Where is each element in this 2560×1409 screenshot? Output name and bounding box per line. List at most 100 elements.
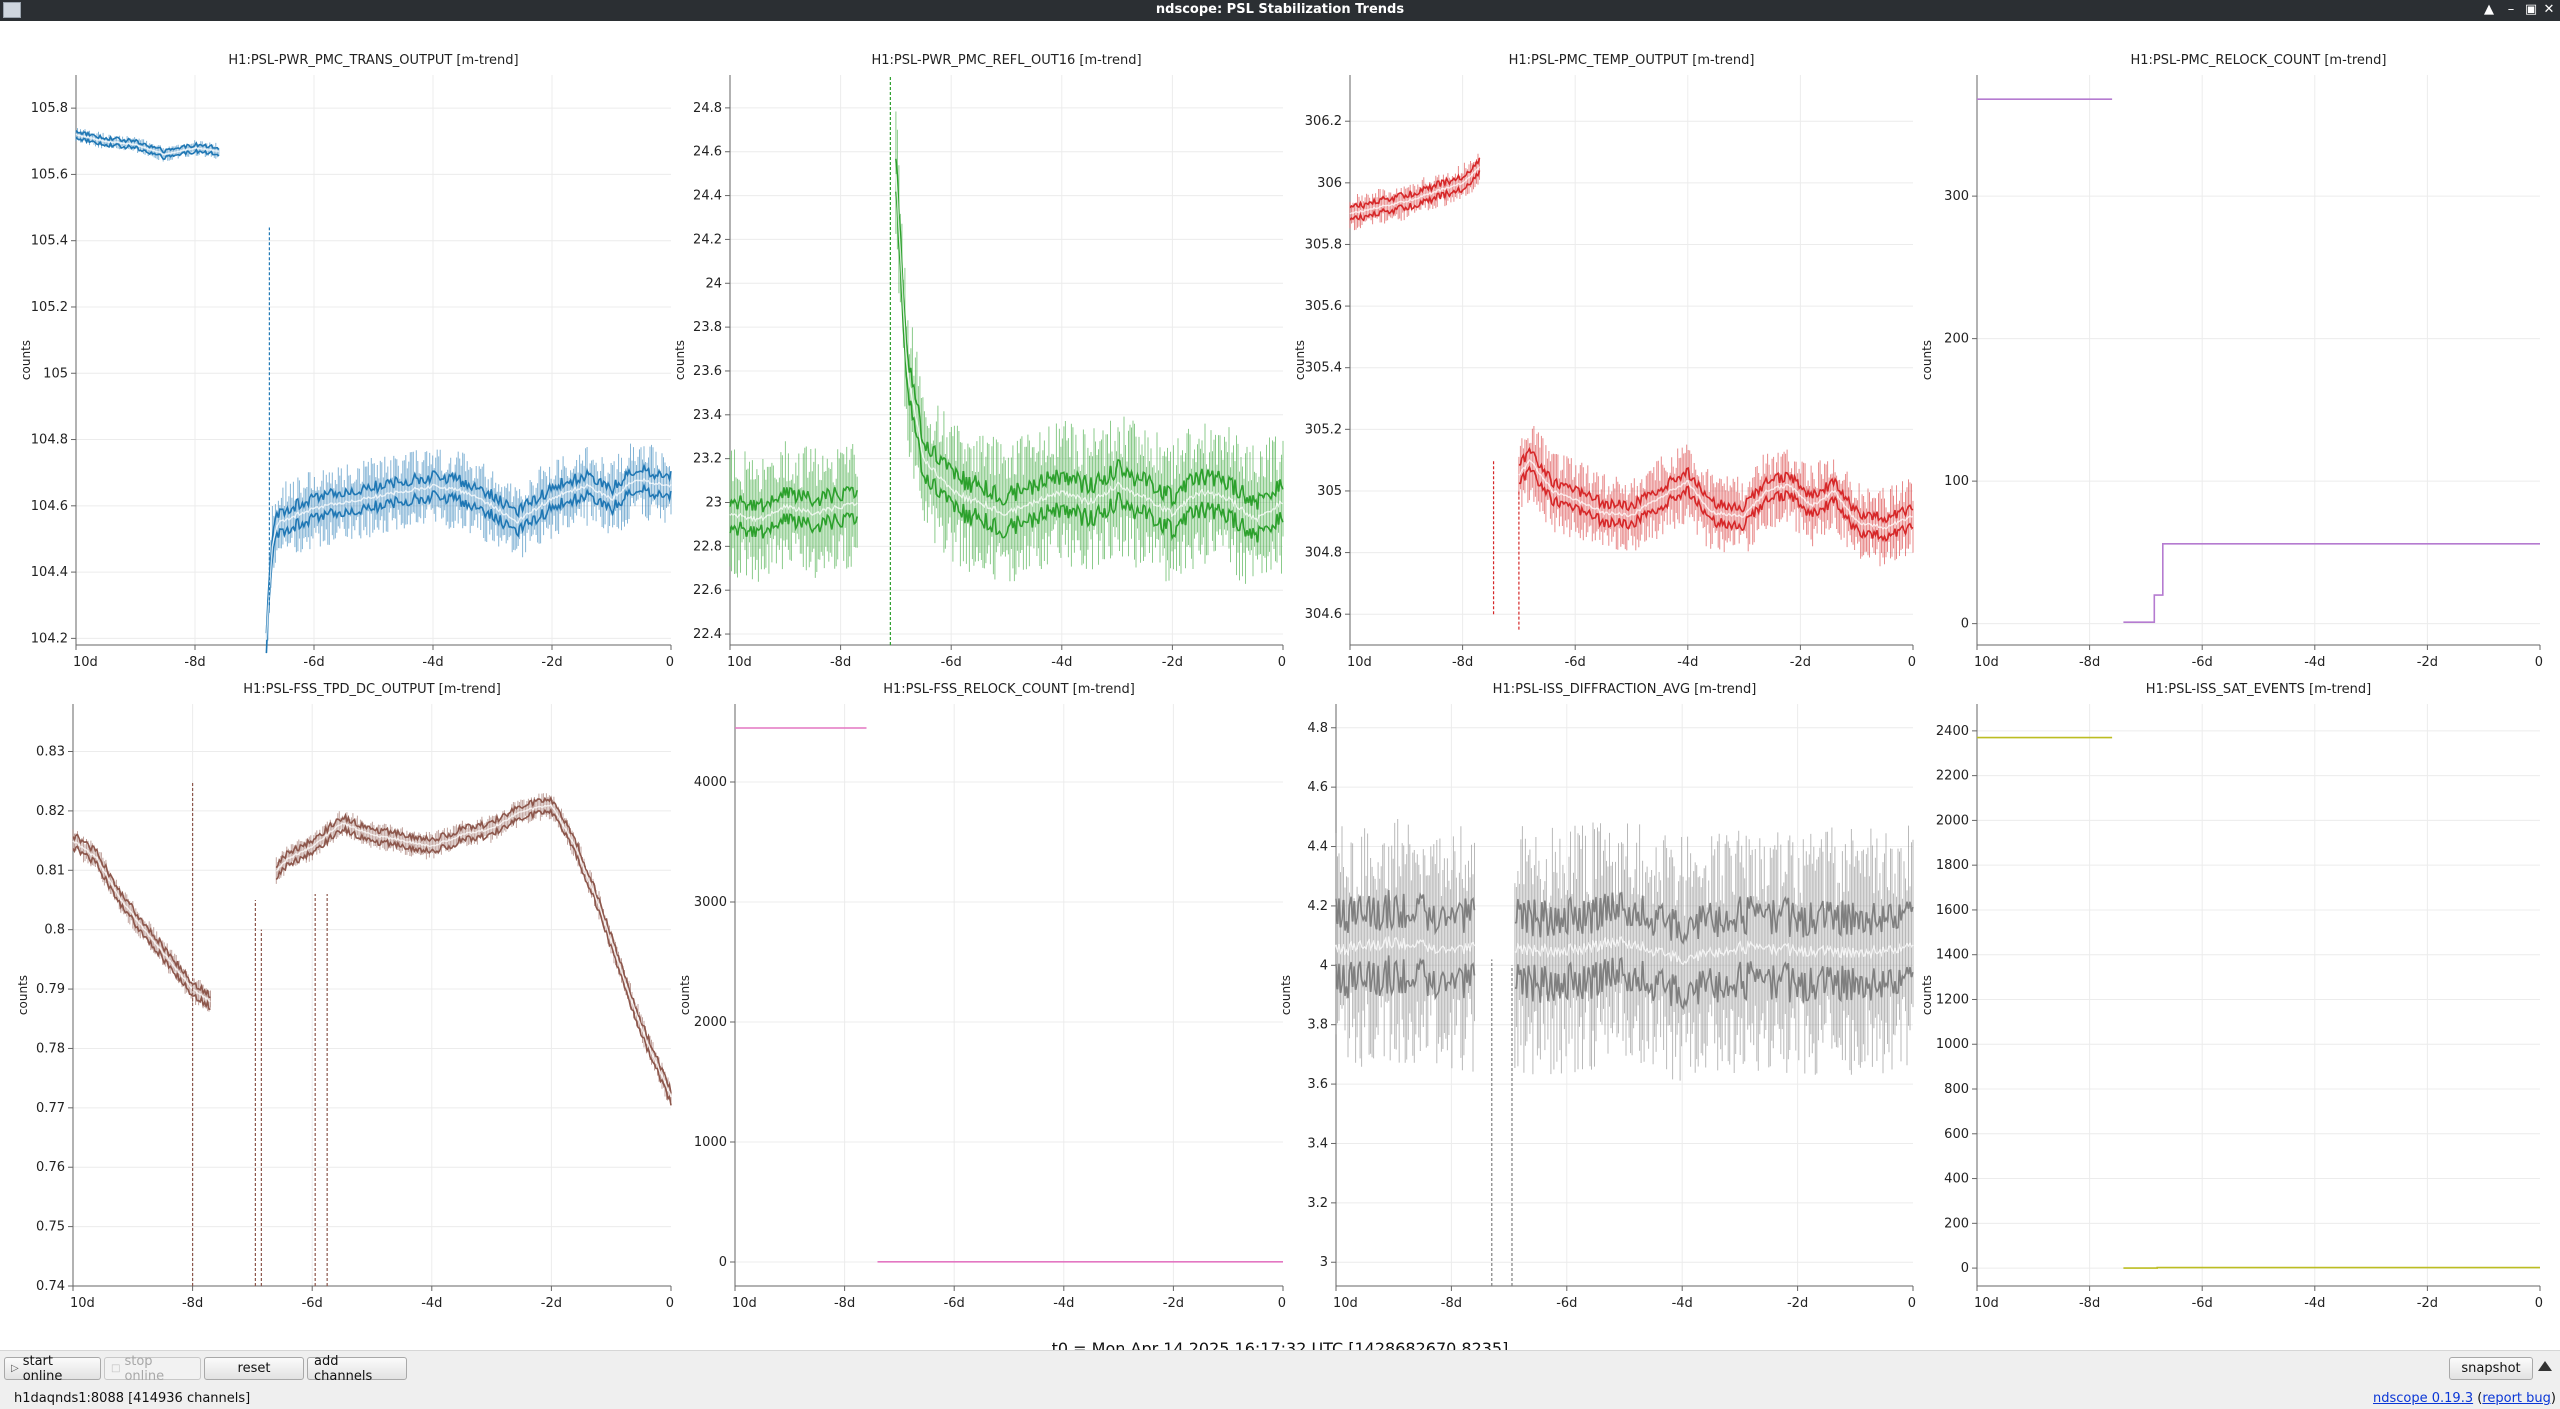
y-tick-label: 3.6 xyxy=(1307,1077,1328,1092)
series-minmax-envelope xyxy=(265,443,672,654)
x-tick-label: -6d xyxy=(941,655,962,670)
y-tick-label: 0.76 xyxy=(36,1160,65,1175)
series-min-line xyxy=(1335,955,1476,1001)
y-tick-label: 305.4 xyxy=(1305,361,1342,376)
y-tick-label: 4000 xyxy=(694,775,727,790)
y-tick-label: 4 xyxy=(1320,958,1328,973)
x-tick-label: -2d xyxy=(1787,1296,1808,1311)
y-tick-label: 22.8 xyxy=(693,539,722,554)
x-tick-label: -4d xyxy=(2304,655,2325,670)
x-tick-label: 10d xyxy=(1333,1296,1358,1311)
y-tick-label: 0.77 xyxy=(36,1101,65,1116)
y-tick-label: 104.4 xyxy=(31,565,68,580)
x-tick-label: 10d xyxy=(727,655,752,670)
x-tick-label: -2d xyxy=(1790,655,1811,670)
series-mean-line xyxy=(72,840,211,1003)
y-axis-label: counts xyxy=(678,975,692,1015)
y-tick-label: 200 xyxy=(1944,1216,1969,1231)
y-tick-label: 104.2 xyxy=(31,631,68,646)
y-tick-label: 800 xyxy=(1944,1082,1969,1097)
y-tick-label: 0.78 xyxy=(36,1041,65,1056)
series-mean-line xyxy=(1518,459,1914,530)
y-tick-label: 24 xyxy=(705,276,722,291)
series-max-line xyxy=(72,833,211,999)
y-tick-label: 105.2 xyxy=(31,300,68,315)
y-tick-label: 0.75 xyxy=(36,1220,65,1235)
x-tick-label: -2d xyxy=(541,1296,562,1311)
y-tick-label: 105.8 xyxy=(31,101,68,116)
x-tick-label: -2d xyxy=(541,655,562,670)
y-tick-label: 305.8 xyxy=(1305,237,1342,252)
x-tick-label: -6d xyxy=(302,1296,323,1311)
ndscope-version-link[interactable]: ndscope 0.19.3 xyxy=(2373,1391,2474,1406)
series-min-line xyxy=(1514,957,1914,1011)
y-tick-label: 1400 xyxy=(1936,948,1969,963)
series-step-line xyxy=(2123,542,2540,624)
start-online-label: start online xyxy=(22,1353,63,1384)
y-tick-label: 23.4 xyxy=(693,408,722,423)
x-tick-label: -4d xyxy=(422,655,443,670)
y-tick-label: 24.2 xyxy=(693,232,722,247)
y-tick-label: 0.74 xyxy=(36,1279,65,1294)
series-mean-line xyxy=(895,174,1284,523)
play-icon: ▷ xyxy=(11,1363,19,1374)
x-tick-label: 0 xyxy=(1908,1296,1916,1311)
y-tick-label: 3.2 xyxy=(1307,1196,1328,1211)
series-max-line xyxy=(265,462,672,634)
series-mean-line xyxy=(265,478,672,640)
y-axis-label: counts xyxy=(1279,975,1293,1015)
y-tick-label: 105.4 xyxy=(31,234,68,249)
y-tick-label: 24.8 xyxy=(693,101,722,116)
x-tick-label: -4d xyxy=(2304,1296,2325,1311)
maximize-icon[interactable]: ▣ xyxy=(2524,2,2538,17)
x-tick-label: 10d xyxy=(1974,655,1999,670)
series-minmax-envelope xyxy=(729,441,858,582)
series-mean-line xyxy=(729,502,858,523)
series-max-line xyxy=(1349,157,1481,210)
y-tick-label: 105 xyxy=(43,366,68,381)
x-tick-label: -2d xyxy=(2417,1296,2438,1311)
y-tick-label: 2000 xyxy=(694,1015,727,1030)
plot-grid: H1:PSL-PWR_PMC_TRANS_OUTPUT [m-trend] 104… xyxy=(0,21,2560,1358)
x-tick-label: -2d xyxy=(1163,1296,1184,1311)
y-tick-label: 305 xyxy=(1317,484,1342,499)
y-tick-label: 3000 xyxy=(694,895,727,910)
x-tick-label: -6d xyxy=(2192,1296,2213,1311)
y-tick-label: 0.8 xyxy=(44,923,65,938)
x-tick-label: -4d xyxy=(1053,1296,1074,1311)
close-icon[interactable]: ✕ xyxy=(2543,2,2555,17)
y-axis-label: counts xyxy=(673,340,687,380)
y-tick-label: 4.6 xyxy=(1307,780,1328,795)
expand-panel-icon[interactable] xyxy=(2538,1361,2552,1371)
add-channels-button[interactable]: add channels xyxy=(307,1354,407,1384)
y-tick-label: 23.8 xyxy=(693,320,722,335)
y-tick-label: 1000 xyxy=(1936,1037,1969,1052)
y-tick-label: 304.8 xyxy=(1305,546,1342,561)
reset-button[interactable]: reset xyxy=(204,1357,304,1380)
snapshot-button[interactable]: snapshot xyxy=(2449,1357,2533,1380)
y-tick-label: 0 xyxy=(1961,1261,1969,1276)
y-tick-label: 306.2 xyxy=(1305,114,1342,129)
x-tick-label: -8d xyxy=(184,655,205,670)
keep-above-icon[interactable]: ▲ xyxy=(2484,2,2494,17)
x-tick-label: -6d xyxy=(1556,1296,1577,1311)
series-min-line xyxy=(275,807,672,1106)
x-tick-label: -4d xyxy=(421,1296,442,1311)
y-tick-label: 1000 xyxy=(694,1135,727,1150)
report-bug-link[interactable]: report bug xyxy=(2482,1391,2551,1406)
series-min-line xyxy=(265,481,672,654)
x-tick-label: -4d xyxy=(1051,655,1072,670)
window-title: ndscope: PSL Stabilization Trends xyxy=(1155,2,1405,17)
x-tick-label: 10d xyxy=(73,655,98,670)
minimize-icon[interactable]: – xyxy=(2507,2,2515,17)
y-tick-label: 300 xyxy=(1944,189,1969,204)
app-menu-icon[interactable] xyxy=(3,2,21,18)
trend-plots-canvas[interactable]: H1:PSL-PWR_PMC_TRANS_OUTPUT [m-trend] 104… xyxy=(0,21,2560,1321)
series-mean-line xyxy=(1514,936,1914,965)
y-tick-label: 1800 xyxy=(1936,858,1969,873)
y-tick-label: 306 xyxy=(1317,176,1342,191)
start-online-button[interactable]: ▷ start online xyxy=(4,1354,101,1384)
x-tick-label: 0 xyxy=(666,655,674,670)
x-tick-label: 0 xyxy=(1908,655,1916,670)
x-tick-label: 0 xyxy=(1278,1296,1286,1311)
